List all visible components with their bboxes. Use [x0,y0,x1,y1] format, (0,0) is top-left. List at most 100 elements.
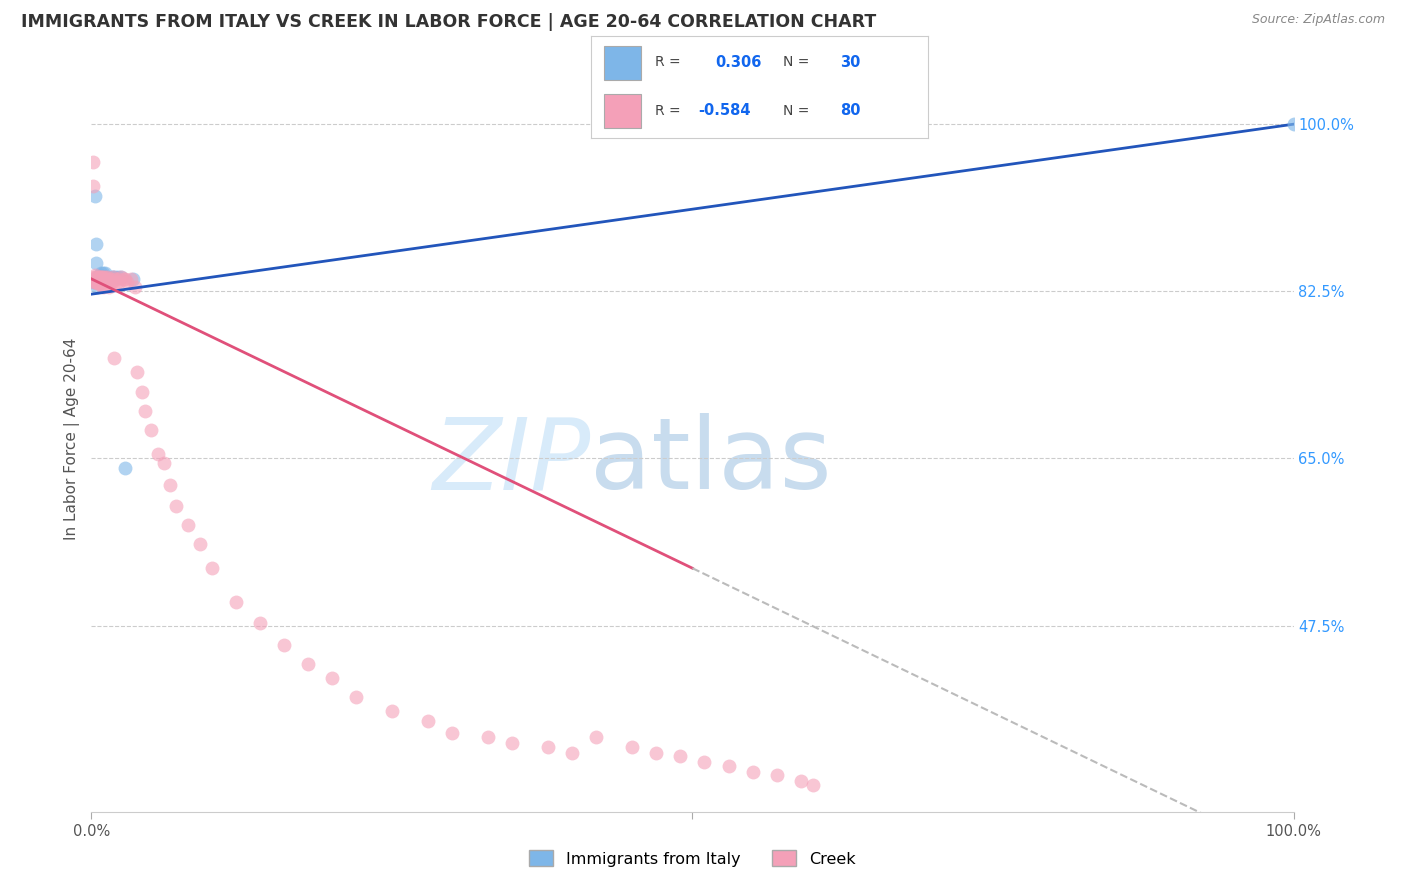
Point [94,272,117,286]
Point [101,270,124,285]
Point [103,351,125,366]
Point [131,384,153,399]
Point [91,275,114,289]
Point [273,638,295,652]
Point [789,774,811,789]
Point [93,270,115,285]
Point [114,461,136,475]
Point [344,690,367,705]
Point [561,746,583,760]
Point [87,270,110,285]
Point [84,275,107,289]
Point [84,268,107,282]
Point [96,275,118,289]
Point [101,270,124,285]
Point [114,272,136,286]
Point [90,275,112,289]
Point [585,731,607,745]
Point [87,275,110,289]
FancyBboxPatch shape [605,46,641,79]
Text: ZIP: ZIP [432,413,591,510]
Point [165,499,187,513]
Point [93,273,115,287]
Point [90,266,112,280]
Point [98,272,121,286]
Text: R =: R = [655,103,685,118]
Point [93,266,115,280]
Point [82,179,104,194]
Point [122,272,145,286]
Point [89,268,111,282]
Point [89,270,111,285]
FancyBboxPatch shape [605,95,641,128]
Point [176,518,198,533]
Point [91,274,114,288]
Point [249,615,271,630]
Point [1282,117,1305,131]
Point [98,275,121,289]
Point [84,275,107,289]
Point [141,423,163,437]
Point [90,273,112,287]
Point [765,768,787,782]
Point [93,275,115,289]
Point [93,275,115,289]
Point [83,275,105,289]
Point [440,726,463,740]
Y-axis label: In Labor Force | Age 20-64: In Labor Force | Age 20-64 [65,338,80,541]
Point [84,255,107,269]
Point [117,275,139,289]
Point [112,272,135,286]
Point [104,272,127,286]
Point [93,266,115,280]
Point [91,270,114,285]
Point [105,275,128,289]
Point [693,755,716,769]
Point [96,272,118,286]
Point [321,671,343,685]
Text: R =: R = [655,55,689,70]
Point [669,749,692,764]
Text: IMMIGRANTS FROM ITALY VS CREEK IN LABOR FORCE | AGE 20-64 CORRELATION CHART: IMMIGRANTS FROM ITALY VS CREEK IN LABOR … [21,13,876,31]
Point [101,270,124,285]
Point [89,275,111,289]
Point [645,746,668,760]
Point [477,731,499,745]
Text: N =: N = [783,55,814,70]
Point [87,275,110,289]
Point [82,155,104,169]
Point [93,279,115,293]
Point [537,739,560,754]
Point [501,736,523,750]
Point [89,273,111,287]
Point [89,272,111,286]
Text: 80: 80 [841,103,860,118]
Text: Source: ZipAtlas.com: Source: ZipAtlas.com [1251,13,1385,27]
Point [416,714,439,728]
Legend: Immigrants from Italy, Creek: Immigrants from Italy, Creek [522,842,863,874]
Point [108,275,131,289]
Point [91,270,114,285]
Point [84,236,107,251]
Point [84,270,107,285]
Point [717,759,740,773]
Text: 0.306: 0.306 [716,54,762,70]
Point [86,275,108,289]
Point [86,279,108,293]
Point [100,272,122,286]
Point [134,403,156,417]
Point [146,447,169,461]
Point [97,272,120,286]
Text: -0.584: -0.584 [699,103,751,118]
Point [801,778,824,792]
Point [98,279,121,293]
Point [83,270,105,285]
Point [741,764,763,779]
Point [90,270,112,285]
Point [93,270,115,285]
Point [101,275,124,289]
Point [90,277,112,291]
Point [152,456,174,470]
Text: atlas: atlas [591,413,832,510]
Point [107,272,129,286]
